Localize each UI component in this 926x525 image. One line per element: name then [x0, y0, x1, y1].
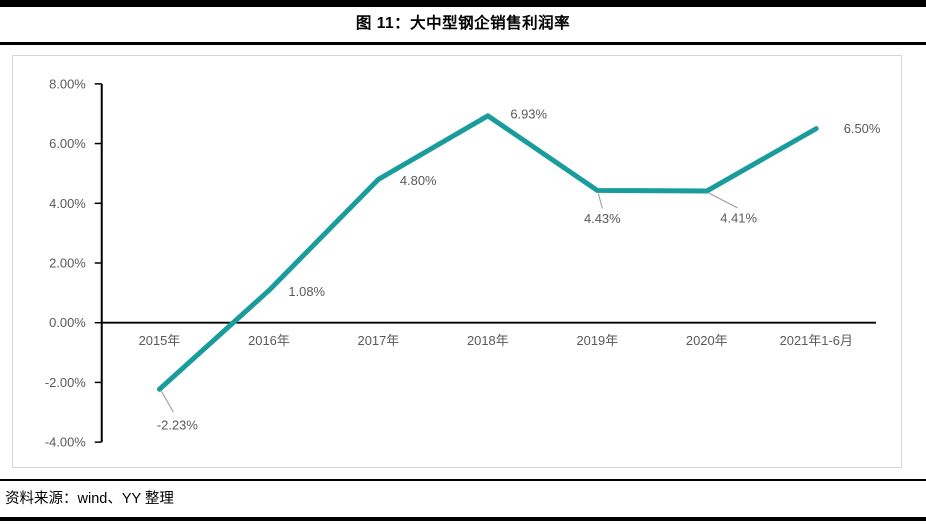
footer-divider-bottom — [0, 517, 926, 521]
y-tick-label: -4.00% — [45, 435, 86, 450]
x-tick-label: 2017年 — [358, 333, 400, 348]
title-divider — [0, 42, 926, 45]
x-tick-label: 2019年 — [576, 333, 618, 348]
y-tick-label: 6.00% — [49, 136, 86, 151]
data-label: 4.41% — [720, 210, 757, 225]
x-tick-label: 2015年 — [139, 333, 181, 348]
y-tick-label: 4.00% — [49, 196, 86, 211]
data-label: 4.80% — [400, 173, 437, 188]
y-tick-label: 0.00% — [49, 315, 86, 330]
y-tick-label: 8.00% — [49, 76, 86, 91]
chart-canvas: 8.00% 6.00% 4.00% 2.00% 0.00% -2.00% -4.00% 201… — [45, 76, 881, 450]
footer-divider-top — [0, 479, 926, 481]
chart-frame: 8.00% 6.00% 4.00% 2.00% 0.00% -2.00% -4.00% 201… — [12, 55, 902, 468]
top-rule — [0, 0, 926, 7]
data-label: 1.08% — [288, 284, 325, 299]
data-label-leader — [160, 390, 174, 413]
page-title: 图 11：大中型钢企销售利润率 — [355, 15, 571, 32]
data-label-leader — [597, 193, 603, 209]
data-label: 6.93% — [510, 106, 547, 121]
data-label: 4.43% — [584, 211, 621, 226]
series-line — [156, 113, 819, 392]
source-text: 资料来源：wind、YY 整理 — [5, 491, 174, 507]
y-tick-label: -2.00% — [45, 375, 86, 390]
data-label: -2.23% — [157, 418, 198, 433]
x-tick-label: 2021年1-6月 — [780, 333, 853, 348]
x-tick-label: 2016年 — [248, 333, 290, 348]
data-label-leader — [708, 192, 738, 209]
y-tick-label: 2.00% — [49, 255, 86, 270]
x-tick-label: 2020年 — [686, 333, 728, 348]
data-label: 6.50% — [844, 121, 881, 136]
x-tick-label: 2018年 — [467, 333, 509, 348]
